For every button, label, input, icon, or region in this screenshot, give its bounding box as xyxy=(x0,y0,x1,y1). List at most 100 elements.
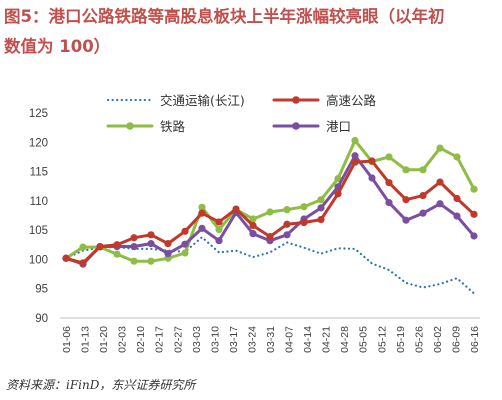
x-tick-label: 06-02 xyxy=(432,326,444,353)
x-tick-label: 05-19 xyxy=(395,326,407,353)
data-point xyxy=(368,174,376,182)
data-point xyxy=(453,212,461,220)
x-tick-label: 04-14 xyxy=(302,326,314,353)
data-point xyxy=(130,242,138,251)
data-point xyxy=(147,231,155,239)
chart-title: 图5：港口公路铁路等高股息板块上半年涨幅较亮眼（以年初 数值为 100） xyxy=(4,2,498,62)
y-tick-label: 100 xyxy=(29,254,48,266)
chart-axes: 90 95 100 105 110 115 120 125 01-06 01-13 01-20 02-… xyxy=(29,108,481,353)
data-point xyxy=(436,144,444,152)
chart-title-line2: 数值为 100） xyxy=(4,37,111,56)
data-point xyxy=(351,136,359,145)
legend-label: 铁路 xyxy=(160,119,186,134)
data-point xyxy=(436,200,444,208)
data-point xyxy=(181,240,189,248)
data-point xyxy=(351,158,359,166)
x-tick-label: 02-03 xyxy=(117,326,129,353)
data-point xyxy=(147,240,155,248)
x-tick-label: 05-05 xyxy=(358,326,370,353)
legend-label: 高速公路 xyxy=(326,93,377,108)
data-point xyxy=(453,153,461,161)
x-tick-label: 03-31 xyxy=(265,326,277,353)
data-point xyxy=(385,199,393,207)
y-tick-label: 120 xyxy=(29,137,48,149)
source-note: 资料来源：iFinD，东兴证券研究所 xyxy=(6,378,196,392)
legend-marker xyxy=(126,122,134,130)
data-point xyxy=(453,194,461,203)
data-point xyxy=(249,230,257,238)
data-point xyxy=(385,179,393,187)
data-point xyxy=(402,216,410,224)
data-point xyxy=(198,203,206,211)
x-tick-label: 01-20 xyxy=(98,326,110,353)
data-point xyxy=(62,254,70,262)
x-tick-label: 04-07 xyxy=(284,326,296,353)
data-point xyxy=(215,237,223,245)
data-point xyxy=(79,259,87,267)
data-point xyxy=(300,203,308,211)
data-point xyxy=(351,152,359,160)
x-tick-label: 03-03 xyxy=(191,326,203,353)
data-point xyxy=(317,196,325,204)
data-point xyxy=(198,224,206,232)
data-point xyxy=(283,231,291,239)
y-tick-label: 110 xyxy=(30,196,48,208)
legend-marker xyxy=(292,122,300,130)
data-point xyxy=(215,225,223,234)
x-tick-label: 01-13 xyxy=(80,326,92,353)
legend-label: 交通运输(长江) xyxy=(160,93,245,108)
data-point xyxy=(113,250,121,258)
data-point xyxy=(164,240,172,248)
data-point xyxy=(317,216,325,224)
data-point xyxy=(283,206,291,214)
x-tick-label: 03-24 xyxy=(246,326,258,353)
data-point xyxy=(181,249,189,257)
data-point xyxy=(164,249,172,258)
data-point xyxy=(181,227,189,235)
legend-label: 港口 xyxy=(326,119,351,134)
y-tick-label: 115 xyxy=(30,167,48,179)
x-tick-label: 02-17 xyxy=(154,326,166,353)
data-point xyxy=(436,178,444,186)
data-point xyxy=(198,209,206,217)
data-point xyxy=(232,205,240,213)
data-point xyxy=(419,209,427,217)
data-point xyxy=(130,257,138,265)
x-tick-label: 05-12 xyxy=(376,326,388,353)
chart-title-line1: 图5：港口公路铁路等高股息板块上半年涨幅较亮眼（以年初 xyxy=(4,7,445,26)
x-tick-label: 06-09 xyxy=(450,326,462,353)
x-tick-label: 02-27 xyxy=(172,326,184,353)
data-point xyxy=(283,220,291,228)
x-tick-label: 03-17 xyxy=(228,326,240,353)
legend-marker xyxy=(292,96,300,104)
x-tick-label: 04-28 xyxy=(339,326,351,353)
data-point xyxy=(130,234,138,242)
y-tick-label: 125 xyxy=(29,108,48,120)
data-point xyxy=(419,166,427,174)
x-tick-label: 03-10 xyxy=(209,326,221,353)
x-tick-label: 02-10 xyxy=(135,326,147,353)
data-point xyxy=(266,208,274,216)
data-point xyxy=(402,166,410,174)
data-point xyxy=(419,191,427,200)
y-tick-label: 105 xyxy=(29,225,48,237)
data-point xyxy=(266,232,274,241)
data-point xyxy=(368,157,376,165)
data-point xyxy=(113,241,121,249)
x-tick-label: 04-21 xyxy=(321,326,333,353)
x-tick-label: 05-26 xyxy=(413,326,425,353)
data-point xyxy=(470,210,478,218)
data-point xyxy=(300,218,308,227)
x-tick-label: 01-06 xyxy=(61,326,73,353)
x-tick-label: 06-16 xyxy=(469,326,481,353)
data-point xyxy=(402,196,410,204)
data-point xyxy=(215,218,223,226)
data-point xyxy=(470,232,478,240)
data-point xyxy=(249,221,257,230)
data-point xyxy=(147,257,155,265)
y-tick-label: 90 xyxy=(35,313,48,325)
data-point xyxy=(96,242,104,251)
y-tick-label: 95 xyxy=(35,284,48,296)
